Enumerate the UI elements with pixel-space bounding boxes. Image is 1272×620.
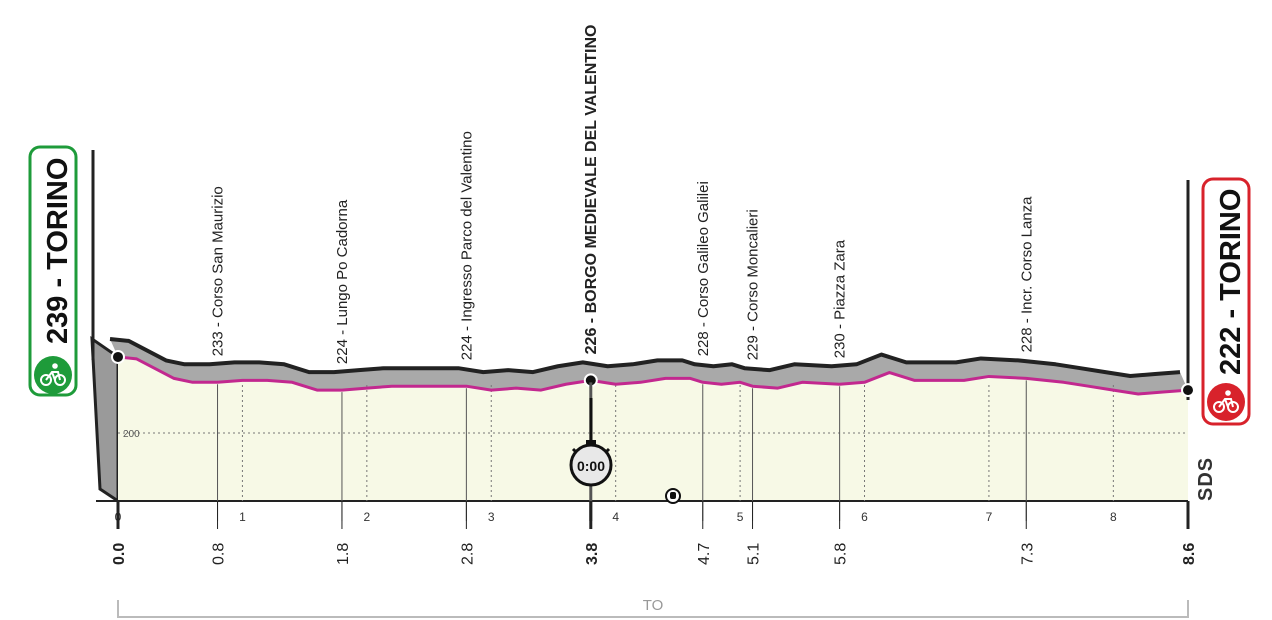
waypoint-label: 230 - Piazza Zara — [832, 239, 849, 358]
distance-label: 7.3 — [1019, 543, 1036, 565]
route-polyline — [117, 355, 1189, 396]
city-bracket-label: TO — [643, 597, 664, 614]
grid — [118, 385, 1188, 501]
waypoint-label: 229 - Corso Moncalieri — [745, 209, 762, 360]
km-tick-label: 2 — [363, 510, 370, 524]
distance-label: 5.8 — [833, 543, 850, 565]
profile-shade-edge — [109, 336, 1181, 378]
km-tick-label: 6 — [861, 510, 868, 524]
profile-side-wall — [90, 335, 120, 504]
distance-label: 0.0 — [111, 543, 128, 565]
km-tick-label: 4 — [612, 510, 619, 524]
distance-label: 5.1 — [746, 543, 763, 565]
start-badge-frame — [28, 145, 78, 397]
km-tick-label: 1 — [239, 510, 246, 524]
distance-label: 3.8 — [584, 543, 601, 565]
cyclist-icon — [40, 363, 66, 386]
stopwatch-icon: 0:00 — [569, 398, 613, 487]
sponsor-logo: SDS — [1195, 457, 1217, 501]
km-tick-label: 8 — [1110, 510, 1117, 524]
km-tick-label: 5 — [737, 510, 744, 524]
km-ticks: 012345678 — [115, 510, 1117, 524]
waypoint-label: 224 - Lungo Po Cadorna — [334, 199, 351, 364]
start-label: 239 - TORINO — [42, 158, 74, 344]
waypoint-label: 228 - Corso Galileo Galilei — [695, 181, 712, 356]
distance-label: 8.6 — [1181, 543, 1198, 565]
altitude-label: 200 — [123, 429, 140, 440]
timecheck-label: 0:00 — [577, 458, 605, 474]
distance-label: 1.8 — [335, 543, 352, 565]
distance-label: 4.7 — [696, 543, 713, 565]
route-line — [111, 349, 1195, 398]
waypoint-label: 226 - BORGO MEDIEVALE DEL VALENTINO — [583, 25, 600, 355]
finish-label: 222 - TORINO — [1215, 189, 1247, 375]
finish-badge-frame — [1201, 177, 1251, 426]
finish-point — [1181, 383, 1195, 398]
city-bracket: TO — [117, 597, 1189, 618]
distance-label: 0.8 — [211, 543, 228, 565]
distance-label: 2.8 — [459, 543, 476, 565]
start-point — [111, 349, 125, 364]
cyclist-icon — [1213, 390, 1239, 413]
km-tick-label: 7 — [986, 510, 993, 524]
waypoints: 233 - Corso San Maurizio 224 - Lungo Po C… — [210, 25, 1035, 521]
start-badge: 239 - TORINO — [28, 145, 78, 397]
waypoint-label: 228 - Incr. Corso Lanza — [1018, 196, 1035, 353]
waypoint-label: 233 - Corso San Maurizio — [210, 186, 227, 356]
tunnel-icon — [665, 488, 681, 504]
finish-badge: 222 - TORINO — [1201, 177, 1251, 426]
distance-labels: 0.0 0.8 1.8 2.8 3.8 4.7 5.1 5.8 7.3 8.6 — [111, 501, 1198, 565]
waypoint-label: 224 - Ingresso Parco del Valentino — [458, 131, 475, 360]
profile-area — [118, 356, 1188, 501]
km-tick-label: 3 — [488, 510, 495, 524]
